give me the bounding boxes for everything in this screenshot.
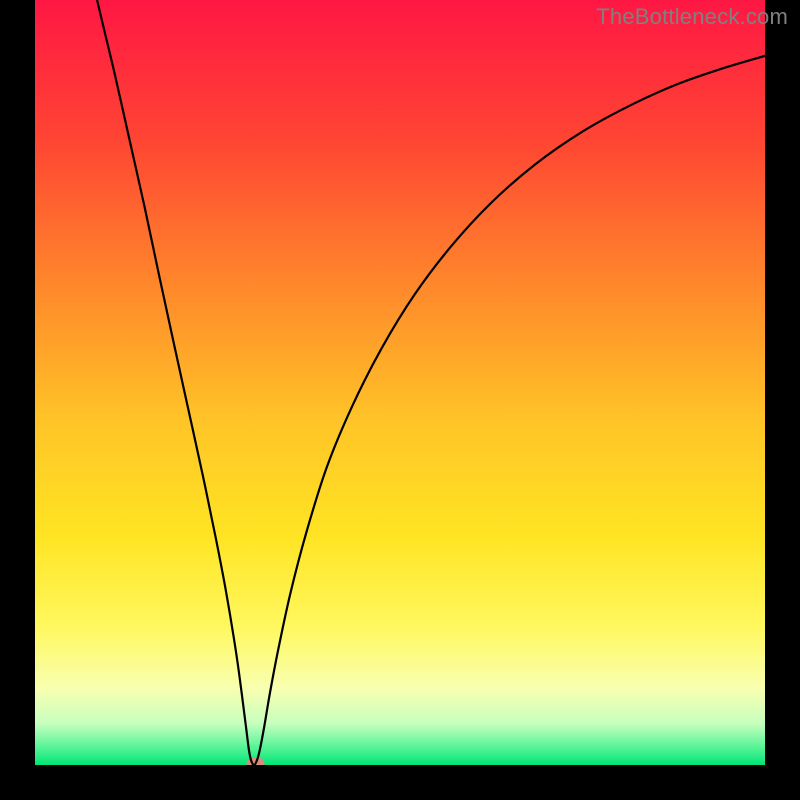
gradient-background xyxy=(35,0,765,765)
plot-area xyxy=(35,0,765,765)
chart-container: TheBottleneck.com xyxy=(0,0,800,800)
watermark-text: TheBottleneck.com xyxy=(596,4,788,30)
outer-frame xyxy=(0,0,800,800)
